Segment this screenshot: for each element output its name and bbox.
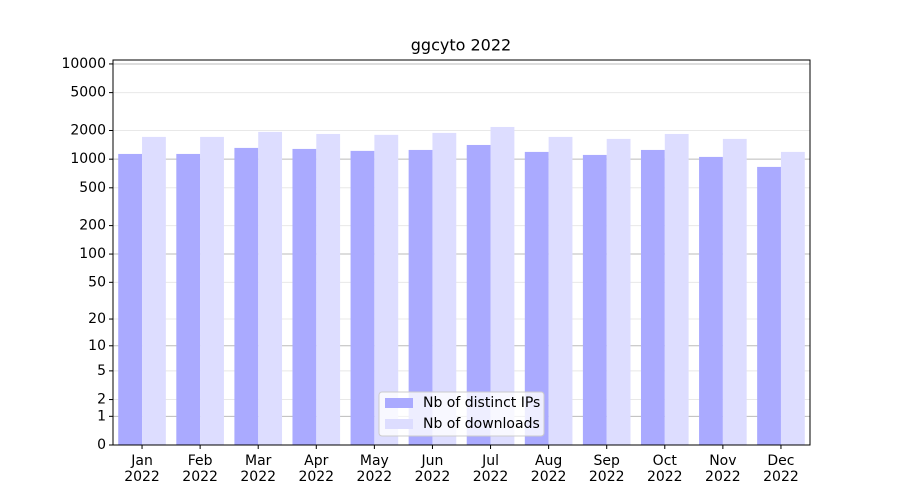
x-tick-label: Jun 2022 xyxy=(414,453,451,485)
bar xyxy=(292,148,317,445)
bar xyxy=(548,136,573,445)
bar xyxy=(466,144,491,445)
bar xyxy=(258,131,283,445)
x-tick-label: Nov 2022 xyxy=(705,453,741,485)
bar xyxy=(176,153,201,446)
bar xyxy=(722,138,747,445)
bar xyxy=(640,149,665,445)
plot-frame xyxy=(112,59,811,446)
legend: Nb of distinct IPs Nb of downloads xyxy=(378,391,545,437)
bar xyxy=(699,156,723,446)
y-tick-label: 500 xyxy=(79,180,106,196)
bar xyxy=(350,150,375,445)
y-tick-label: 200 xyxy=(79,218,106,234)
bar xyxy=(524,151,549,445)
legend-swatch xyxy=(385,398,413,408)
y-tick-label: 0 xyxy=(97,437,106,453)
grid xyxy=(113,63,810,446)
x-tick-label: May 2022 xyxy=(356,453,393,485)
y-tick-label: 5000 xyxy=(70,85,106,101)
bar xyxy=(374,134,399,446)
y-tick-label: 100 xyxy=(79,246,106,262)
y-tick-label: 5 xyxy=(97,363,106,379)
bar xyxy=(490,126,515,445)
bar xyxy=(316,133,341,445)
bar xyxy=(408,149,433,445)
x-tick-label: Apr 2022 xyxy=(298,453,335,485)
bar xyxy=(118,153,143,446)
bar xyxy=(780,151,805,445)
y-tick-label: 10 xyxy=(88,338,106,354)
bar xyxy=(606,138,631,445)
bar xyxy=(200,136,224,445)
x-tick-label: Aug 2022 xyxy=(530,453,567,485)
legend-label: Nb of distinct IPs xyxy=(423,395,540,411)
x-tick-label: Jul 2022 xyxy=(472,453,509,485)
y-tick-label: 10000 xyxy=(61,56,106,72)
bar xyxy=(757,166,781,445)
legend-label: Nb of downloads xyxy=(423,416,540,432)
x-tick-label: Jan 2022 xyxy=(124,453,160,485)
x-tick-label: Dec 2022 xyxy=(763,453,799,485)
x-tick-label: Sep 2022 xyxy=(588,453,625,485)
y-tick-label: 50 xyxy=(88,274,106,290)
x-tick-label: Oct 2022 xyxy=(646,453,683,485)
y-tick-label: 2 xyxy=(97,392,106,408)
bar xyxy=(432,132,457,446)
bar xyxy=(582,154,607,445)
legend-box xyxy=(378,391,545,437)
y-tick-label: 20 xyxy=(88,311,106,327)
x-tick-label: Feb 2022 xyxy=(182,453,218,485)
bar xyxy=(664,133,689,445)
x-tick-label: Mar 2022 xyxy=(240,453,277,485)
bar xyxy=(142,136,166,445)
chart-title: ggcyto 2022 xyxy=(411,36,511,55)
y-tick-label: 1000 xyxy=(70,151,106,167)
bar xyxy=(234,147,259,445)
y-tick-label: 2000 xyxy=(70,123,106,139)
legend-swatch xyxy=(385,419,413,429)
y-tick-label: 1 xyxy=(97,408,106,424)
